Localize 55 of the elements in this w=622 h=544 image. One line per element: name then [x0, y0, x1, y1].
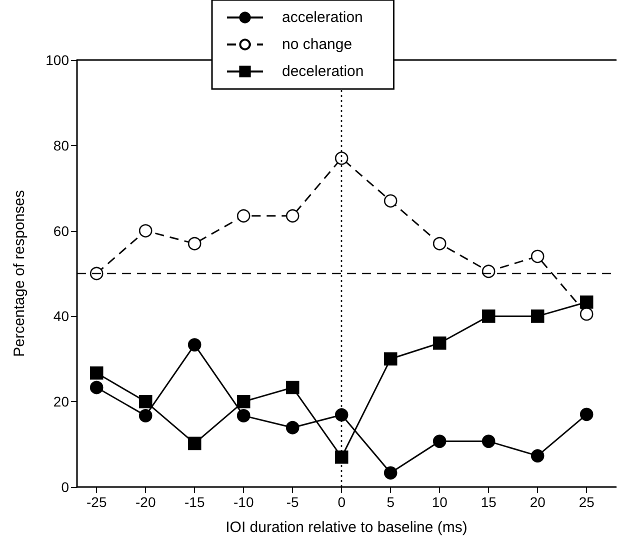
point — [432, 236, 446, 250]
point — [432, 336, 446, 350]
point — [482, 310, 496, 323]
point — [236, 409, 250, 422]
y-tick-label: 0 — [61, 479, 70, 495]
y-tick-label: 100 — [46, 52, 70, 68]
y-tick-label: 80 — [53, 137, 70, 154]
point — [530, 449, 544, 462]
point — [188, 236, 202, 250]
point — [138, 394, 152, 408]
point — [580, 307, 594, 321]
point — [236, 209, 250, 222]
point — [188, 338, 202, 352]
y-axis-title: Percentage of responses — [11, 190, 28, 357]
point — [580, 408, 594, 422]
legend-label: acceleration — [282, 9, 363, 26]
point — [90, 266, 104, 280]
point — [530, 250, 544, 264]
point — [530, 310, 544, 323]
point — [286, 421, 300, 434]
point — [236, 394, 250, 408]
point — [384, 194, 398, 208]
x-axis-title: IOI duration relative to baseline (ms) — [226, 519, 468, 536]
point — [286, 380, 300, 394]
point — [188, 436, 202, 450]
x-tick-label: 25 — [578, 494, 595, 510]
x-tick-label: 20 — [530, 494, 546, 510]
y-tick-label: 60 — [53, 222, 70, 239]
legend-label: no change — [282, 36, 352, 53]
point — [138, 409, 152, 422]
x-tick-label: -20 — [135, 494, 156, 510]
x-tick-label: -5 — [286, 494, 300, 510]
point — [334, 450, 348, 464]
x-tick-label: -15 — [184, 494, 205, 510]
point — [482, 264, 496, 278]
legend-label: deceleration — [282, 63, 364, 80]
point — [432, 434, 446, 448]
point — [90, 380, 104, 394]
point — [580, 295, 594, 309]
point — [384, 352, 398, 366]
x-tick-label: 5 — [386, 494, 395, 510]
point — [384, 466, 398, 480]
x-tick-label: -25 — [86, 494, 107, 510]
x-tick-label: 0 — [338, 494, 346, 510]
x-tick-label: -10 — [233, 494, 254, 510]
y-tick-label: 20 — [53, 394, 70, 410]
point — [286, 209, 300, 222]
x-tick-label: 15 — [480, 494, 497, 510]
point — [334, 408, 348, 422]
point — [482, 434, 496, 448]
x-tick-label: 10 — [432, 494, 448, 510]
y-tick-label: 40 — [53, 308, 70, 324]
point — [138, 224, 152, 238]
point — [90, 366, 104, 380]
point — [334, 152, 348, 165]
